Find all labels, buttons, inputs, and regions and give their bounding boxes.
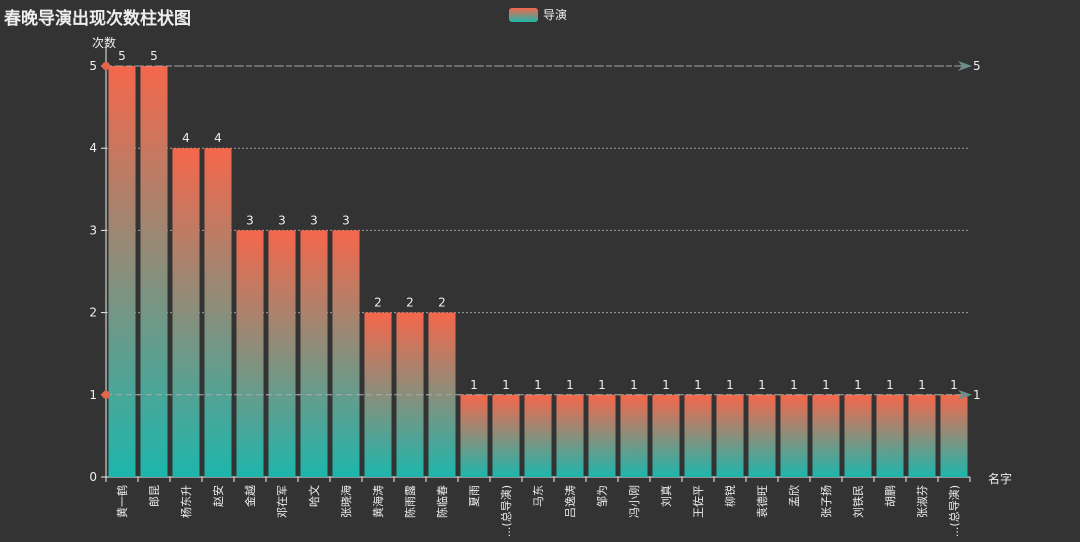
y-tick-label: 0 <box>89 470 97 484</box>
bar <box>652 394 680 477</box>
data-label: 1 <box>662 378 670 392</box>
data-label: 3 <box>246 213 254 227</box>
x-tick-label: 柳锐 <box>723 485 737 507</box>
x-tick-label: ...(总导演) <box>947 485 961 537</box>
mark-line-start-point <box>102 390 110 399</box>
x-tick-label: 刘真 <box>659 485 673 507</box>
x-tick-label: 金越 <box>243 485 257 507</box>
x-tick-label: 王佐平 <box>691 485 705 518</box>
bar <box>908 394 936 477</box>
bar <box>716 394 744 477</box>
x-tick-label: 夏雨 <box>468 485 481 507</box>
y-axis-name: 次数 <box>92 36 117 50</box>
x-tick-label: 黄海涛 <box>371 485 385 518</box>
data-label: 1 <box>886 378 894 392</box>
x-tick-label: 马东 <box>532 485 545 507</box>
legend-label: 导演 <box>543 8 568 22</box>
bar <box>492 394 520 477</box>
x-tick-label: 冯小刚 <box>628 485 641 518</box>
bar <box>780 394 808 477</box>
bar <box>940 394 968 477</box>
data-label: 1 <box>854 378 862 392</box>
data-label: 4 <box>182 131 190 145</box>
y-tick-label: 4 <box>89 141 97 155</box>
chart-title: 春晚导演出现次数柱状图 <box>4 9 191 29</box>
y-tick-label: 3 <box>89 223 97 237</box>
data-label: 1 <box>502 378 510 392</box>
x-tick-label: 邹为 <box>596 485 609 507</box>
data-label: 1 <box>534 378 542 392</box>
bar <box>524 394 552 477</box>
data-label: 1 <box>470 378 478 392</box>
x-axis-name: 名字 <box>988 472 1013 486</box>
x-tick-label: 哈文 <box>307 485 321 507</box>
x-tick-label: 赵安 <box>211 485 225 507</box>
x-tick-label: 张淑芬 <box>916 485 929 518</box>
data-label: 1 <box>630 378 638 392</box>
data-label: 5 <box>150 49 158 63</box>
data-label: 1 <box>950 378 958 392</box>
bar <box>236 230 264 477</box>
bar <box>140 66 168 477</box>
data-label: 5 <box>118 49 126 63</box>
bar <box>620 394 648 477</box>
mark-line-label: 5 <box>973 59 981 73</box>
bar <box>460 394 488 477</box>
bar <box>556 394 584 477</box>
data-label: 1 <box>822 378 830 392</box>
x-tick-label: 袁德旺 <box>755 485 769 518</box>
data-label: 1 <box>566 378 574 392</box>
x-tick-label: 郎昆 <box>147 485 161 507</box>
bar <box>876 394 904 477</box>
legend-swatch <box>509 7 538 22</box>
x-tick-label: ...(总导演) <box>499 485 513 537</box>
bar <box>748 394 776 477</box>
x-tick-label: 吕逸涛 <box>563 485 577 518</box>
data-label: 1 <box>790 378 798 392</box>
data-label: 2 <box>374 296 382 310</box>
bar <box>684 394 712 477</box>
x-tick-label: 邓在军 <box>276 485 289 518</box>
x-tick-label: 刘铁民 <box>852 485 865 518</box>
bar <box>588 394 616 477</box>
y-tick-label: 1 <box>89 388 97 402</box>
x-tick-label: 张子扬 <box>819 485 833 518</box>
data-label: 1 <box>758 378 766 392</box>
bar <box>204 148 232 477</box>
bar <box>108 66 136 477</box>
y-tick-label: 5 <box>89 59 97 73</box>
data-label: 2 <box>438 296 446 310</box>
x-tick-label: 胡鹏 <box>883 485 897 507</box>
data-label: 1 <box>598 378 606 392</box>
bar <box>332 230 360 477</box>
data-label: 1 <box>726 378 734 392</box>
data-label: 3 <box>278 213 286 227</box>
x-tick-label: 陈临春 <box>435 485 449 518</box>
x-tick-label: 杨东升 <box>179 485 193 518</box>
x-tick-label: 黄一鹤 <box>115 485 129 518</box>
y-tick-label: 2 <box>89 306 97 320</box>
data-label: 2 <box>406 296 414 310</box>
data-label: 1 <box>694 378 702 392</box>
bar <box>812 394 840 477</box>
bar <box>300 230 328 477</box>
x-tick-label: 陈雨露 <box>403 485 417 518</box>
x-tick-label: 张晓海 <box>339 485 353 518</box>
data-label: 4 <box>214 131 222 145</box>
data-label: 3 <box>342 213 350 227</box>
mark-line-start-point <box>102 62 110 70</box>
legend-item[interactable]: 导演 <box>509 6 567 23</box>
bar <box>268 230 296 477</box>
bar <box>844 394 872 477</box>
data-label: 3 <box>310 213 318 227</box>
bar <box>172 148 200 477</box>
x-tick-label: 孟欣 <box>787 485 801 507</box>
mark-line-label: 1 <box>973 388 981 402</box>
data-label: 1 <box>918 378 926 392</box>
